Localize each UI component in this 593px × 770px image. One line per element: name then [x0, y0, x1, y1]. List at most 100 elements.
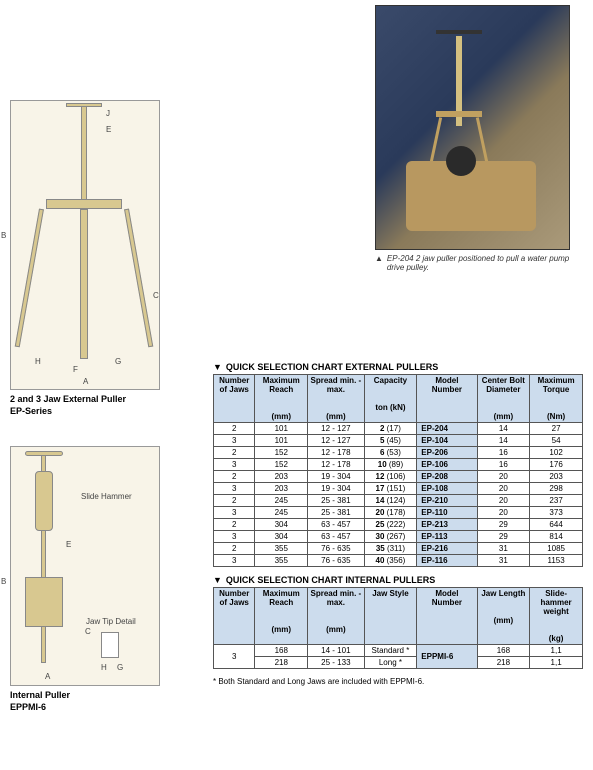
dim-E: E — [106, 125, 111, 134]
ext-cell: 304 — [255, 531, 308, 543]
ext-cell: 101 — [255, 423, 308, 435]
int-cell: Long * — [364, 657, 417, 669]
ext-cell: 6 (53) — [364, 447, 417, 459]
external-puller-diagram: B J E C H F G A — [10, 100, 160, 390]
ext-cell: 3 — [214, 483, 255, 495]
ext-cell: 2 — [214, 495, 255, 507]
ext-cell: 20 — [477, 471, 530, 483]
dim2-G: G — [117, 663, 123, 672]
ext-cell: 12 - 127 — [308, 435, 364, 447]
external-puller-subtitle: EP-Series — [10, 406, 200, 416]
ext-cell: 3 — [214, 531, 255, 543]
ext-cell: 152 — [255, 459, 308, 471]
ext-cell: 29 — [477, 519, 530, 531]
table-row: 230463 - 45725 (222)EP-21329644 — [214, 519, 583, 531]
ext-cell: 76 - 635 — [308, 543, 364, 555]
int-cell: 14 - 101 — [308, 645, 364, 657]
ext-cell: 814 — [530, 531, 583, 543]
ext-model-cell: EP-216 — [417, 543, 477, 555]
ext-cell: 20 (178) — [364, 507, 417, 519]
ext-cell: 19 - 304 — [308, 471, 364, 483]
dim-G: G — [115, 357, 121, 366]
dim-B: B — [1, 231, 6, 240]
ext-cell: 298 — [530, 483, 583, 495]
ext-model-cell: EP-213 — [417, 519, 477, 531]
int-cell: 168 — [255, 645, 308, 657]
product-photo — [375, 5, 570, 250]
ext-cell: 355 — [255, 543, 308, 555]
ext-cell: 644 — [530, 519, 583, 531]
table-row: 235576 - 63535 (311)EP-216311085 — [214, 543, 583, 555]
ext-cell: 16 — [477, 459, 530, 471]
caption-text: EP-204 2 jaw puller positioned to pull a… — [387, 254, 570, 272]
ext-cell: 25 - 381 — [308, 495, 364, 507]
ext-cell: 10 (89) — [364, 459, 417, 471]
ext-cell: 2 — [214, 423, 255, 435]
ext-cell: 5 (45) — [364, 435, 417, 447]
internal-table-title: QUICK SELECTION CHART INTERNAL PULLERS — [226, 575, 435, 585]
ext-cell: 14 — [477, 435, 530, 447]
ext-col-header: Maximum Reach(mm) — [255, 375, 308, 423]
ext-model-cell: EP-110 — [417, 507, 477, 519]
int-col-header: Slide-hammer weight(kg) — [530, 588, 583, 645]
diagram-area: B J E C H F G A 2 and 3 Jaw External Pul… — [10, 100, 200, 720]
ext-cell: 30 (267) — [364, 531, 417, 543]
ext-cell: 29 — [477, 531, 530, 543]
ext-model-cell: EP-204 — [417, 423, 477, 435]
ext-cell: 203 — [530, 471, 583, 483]
ext-cell: 19 - 304 — [308, 483, 364, 495]
ext-cell: 16 — [477, 447, 530, 459]
ext-model-cell: EP-208 — [417, 471, 477, 483]
ext-cell: 17 (151) — [364, 483, 417, 495]
ext-cell: 35 (311) — [364, 543, 417, 555]
dim2-B: B — [1, 577, 6, 586]
external-table-title: QUICK SELECTION CHART EXTERNAL PULLERS — [226, 362, 438, 372]
ext-model-cell: EP-210 — [417, 495, 477, 507]
ext-cell: 373 — [530, 507, 583, 519]
ext-col-header: Capacityton (kN) — [364, 375, 417, 423]
ext-cell: 12 - 178 — [308, 459, 364, 471]
ext-cell: 203 — [255, 471, 308, 483]
ext-cell: 2 — [214, 471, 255, 483]
dim-C: C — [153, 291, 159, 300]
ext-cell: 31 — [477, 555, 530, 567]
ext-cell: 14 (124) — [364, 495, 417, 507]
ext-col-header: Number of Jaws — [214, 375, 255, 423]
table-row: 335576 - 63540 (356)EP-116311153 — [214, 555, 583, 567]
int-cell: 25 - 133 — [308, 657, 364, 669]
ext-model-cell: EP-206 — [417, 447, 477, 459]
external-puller-title: 2 and 3 Jaw External Puller — [10, 394, 200, 404]
ext-col-header: Spread min. - max.(mm) — [308, 375, 364, 423]
dim-H: H — [35, 357, 41, 366]
ext-cell: 2 — [214, 543, 255, 555]
ext-model-cell: EP-116 — [417, 555, 477, 567]
ext-cell: 152 — [255, 447, 308, 459]
table-row: 21825 - 133Long *2181,1 — [214, 657, 583, 669]
dim2-C: C — [85, 627, 91, 636]
ext-cell: 20 — [477, 483, 530, 495]
ext-cell: 12 - 127 — [308, 423, 364, 435]
int-col-header: Model Number — [417, 588, 477, 645]
dim2-A: A — [45, 672, 50, 681]
ext-cell: 3 — [214, 507, 255, 519]
int-col-header: Jaw Style — [364, 588, 417, 645]
table-row: 310112 - 1275 (45)EP-1041454 — [214, 435, 583, 447]
jaw-tip-label: Jaw Tip Detail — [86, 617, 136, 626]
ext-cell: 237 — [530, 495, 583, 507]
table-row: 215212 - 1786 (53)EP-20616102 — [214, 447, 583, 459]
int-col-header: Maximum Reach(mm) — [255, 588, 308, 645]
internal-puller-title: Internal Puller — [10, 690, 200, 700]
internal-puller-subtitle: EPPMI-6 — [10, 702, 200, 712]
int-cell: 3 — [214, 645, 255, 669]
int-model-cell: EPPMI-6 — [417, 645, 477, 669]
ext-cell: 54 — [530, 435, 583, 447]
ext-cell: 20 — [477, 495, 530, 507]
ext-col-header: Model Number — [417, 375, 477, 423]
int-col-header: Spread min. - max.(mm) — [308, 588, 364, 645]
ext-cell: 3 — [214, 459, 255, 471]
int-cell: 168 — [477, 645, 530, 657]
int-cell: Standard * — [364, 645, 417, 657]
dim-F: F — [73, 365, 78, 374]
ext-cell: 203 — [255, 483, 308, 495]
ext-cell: 63 - 457 — [308, 519, 364, 531]
